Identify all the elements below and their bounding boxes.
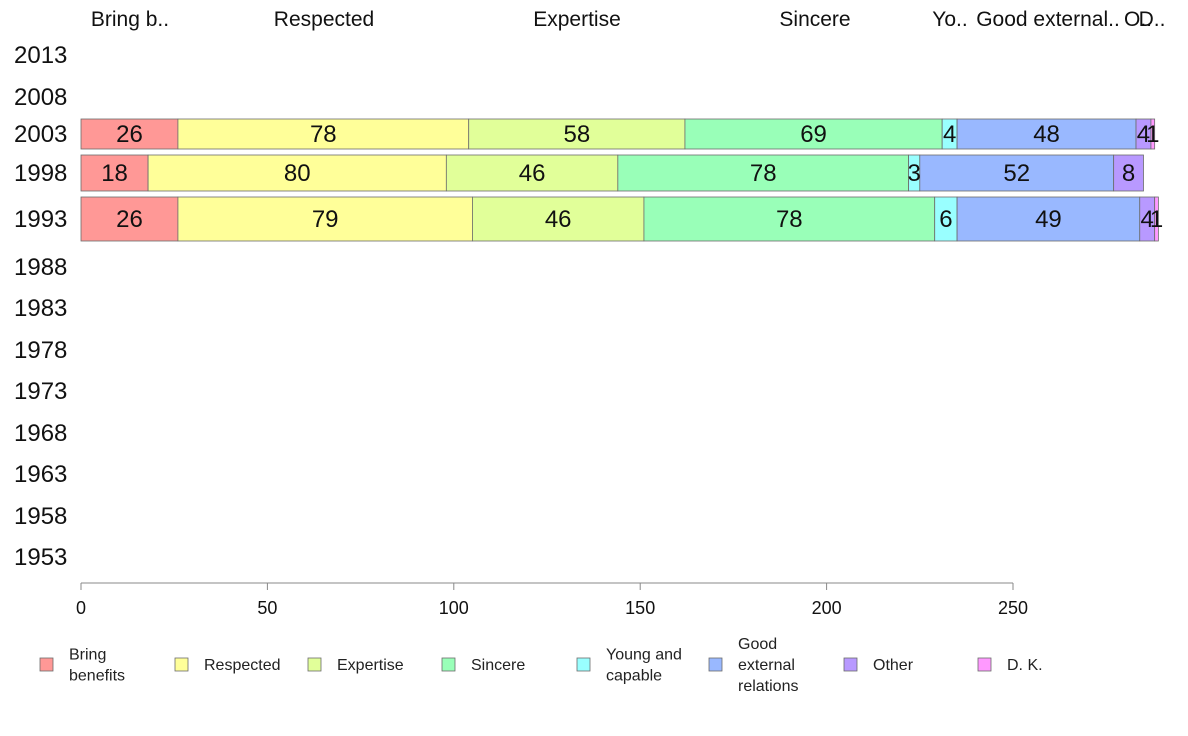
bar-segment bbox=[956, 196, 1141, 242]
legend-label: Bring benefits bbox=[69, 647, 125, 685]
year-label: 1983 bbox=[14, 295, 67, 322]
bar-value-label: 78 bbox=[750, 160, 777, 187]
bar-segment bbox=[80, 154, 149, 192]
bar-value-label: 58 bbox=[563, 121, 590, 148]
legend-label: Respected bbox=[204, 657, 281, 674]
top-category-label: Good external.. bbox=[976, 8, 1120, 31]
top-category-labels: Bring b.. Respected Expertise Sincere Yo.. Go… bbox=[91, 8, 1166, 31]
bar-value-label: 4 bbox=[1137, 121, 1150, 148]
year-label: 2008 bbox=[14, 84, 67, 111]
x-axis: 0 50 100 150 200 250 bbox=[76, 582, 1028, 618]
top-category-label: Respected bbox=[274, 8, 374, 31]
year-label: 1988 bbox=[14, 254, 67, 281]
bar-value-label: 78 bbox=[310, 121, 337, 148]
legend-label: Young and capable bbox=[606, 647, 682, 685]
year-label: 2013 bbox=[14, 42, 67, 69]
year-label: 1978 bbox=[14, 337, 67, 364]
top-category-label: Expertise bbox=[533, 8, 621, 31]
bar-value-label: 6 bbox=[939, 206, 952, 233]
x-tick-label: 200 bbox=[812, 598, 842, 618]
bar-segment bbox=[919, 154, 1115, 192]
top-category-label: D.. bbox=[1139, 8, 1166, 31]
legend-label: Good external relations bbox=[738, 636, 798, 695]
bar-value-label: 8 bbox=[1122, 160, 1135, 187]
bar-value-label: 4 bbox=[1141, 206, 1154, 233]
year-label: 1963 bbox=[14, 461, 67, 488]
bar-value-label: 79 bbox=[312, 206, 339, 233]
legend-swatch bbox=[307, 657, 322, 672]
bar-value-label: 1 bbox=[1146, 121, 1159, 148]
bar-segment bbox=[1113, 154, 1144, 192]
bar-value-label: 18 bbox=[101, 160, 128, 187]
bar-value-label: 46 bbox=[545, 206, 572, 233]
legend-label: Expertise bbox=[337, 657, 404, 674]
bar-segment bbox=[643, 196, 936, 242]
bar-value-label: 78 bbox=[776, 206, 803, 233]
legend-swatch bbox=[39, 657, 54, 672]
bar-segment bbox=[177, 118, 470, 150]
year-label: 1993 bbox=[14, 206, 67, 233]
legend-label: Sincere bbox=[471, 657, 525, 674]
bar-value-label: 46 bbox=[519, 160, 546, 187]
bar-value-label: 26 bbox=[116, 206, 143, 233]
year-label: 1968 bbox=[14, 420, 67, 447]
bar-value-label: 48 bbox=[1033, 121, 1060, 148]
bar-value-label: 80 bbox=[284, 160, 311, 187]
bar-value-label: 4 bbox=[943, 121, 956, 148]
x-tick-label: 150 bbox=[625, 598, 655, 618]
bar-segment bbox=[177, 196, 473, 242]
bar-segment bbox=[617, 154, 910, 192]
year-label: 1998 bbox=[14, 160, 67, 187]
legend-swatch bbox=[843, 657, 858, 672]
bar-value-label: 52 bbox=[1003, 160, 1030, 187]
top-category-label: Bring b.. bbox=[91, 8, 169, 31]
bar-segment bbox=[1150, 118, 1156, 150]
bar-segment bbox=[472, 196, 645, 242]
legend: Bring benefits Respected Expertise Sincere Yo… bbox=[39, 636, 1043, 695]
year-label: 1953 bbox=[14, 544, 67, 571]
bar-value-label: 1 bbox=[1150, 206, 1163, 233]
bar-segment bbox=[80, 196, 179, 242]
bar-segment bbox=[956, 118, 1137, 150]
legend-swatch bbox=[708, 657, 723, 672]
bar-value-label: 3 bbox=[908, 160, 921, 187]
year-label: 2003 bbox=[14, 121, 67, 148]
year-label: 1973 bbox=[14, 378, 67, 405]
bar-value-label: 69 bbox=[800, 121, 827, 148]
bar-segment bbox=[1154, 196, 1159, 242]
bar-value-label: 49 bbox=[1035, 206, 1062, 233]
legend-label: D. K. bbox=[1007, 657, 1043, 674]
legend-swatch bbox=[174, 657, 189, 672]
top-category-label: Yo.. bbox=[932, 8, 967, 31]
legend-swatch bbox=[576, 657, 591, 672]
x-tick-label: 50 bbox=[257, 598, 277, 618]
year-axis-labels: 2013 2008 2003 1998 1993 1988 1983 1978 1973 1968… bbox=[14, 42, 67, 571]
legend-label: Other bbox=[873, 657, 914, 674]
bar-segments bbox=[80, 118, 1159, 242]
top-category-label: Sincere bbox=[779, 8, 850, 31]
x-tick-label: 100 bbox=[439, 598, 469, 618]
legend-swatch bbox=[977, 657, 992, 672]
bar-segment bbox=[445, 154, 619, 192]
legend-swatch bbox=[441, 657, 456, 672]
top-category-label: O.. bbox=[1124, 8, 1152, 31]
x-tick-label: 0 bbox=[76, 598, 86, 618]
year-label: 1958 bbox=[14, 503, 67, 530]
x-tick-label: 250 bbox=[998, 598, 1028, 618]
bar-value-label: 26 bbox=[116, 121, 143, 148]
